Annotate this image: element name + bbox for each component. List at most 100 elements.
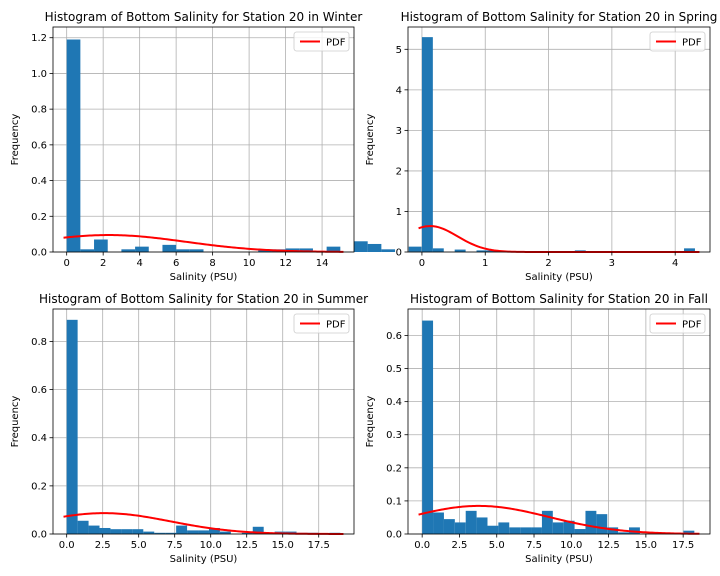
legend-label: PDF bbox=[682, 320, 702, 331]
y-tick-label: 0.0 bbox=[386, 530, 402, 541]
histogram-bar bbox=[121, 249, 136, 252]
histogram-bar bbox=[520, 527, 532, 534]
legend: PDF bbox=[293, 31, 350, 52]
histogram-bar bbox=[189, 249, 204, 252]
y-tick-label: 5 bbox=[396, 45, 402, 56]
histogram-bar bbox=[252, 526, 264, 534]
x-tick-label: 5.0 bbox=[489, 540, 505, 551]
x-tick-label: 7.5 bbox=[167, 540, 183, 551]
legend-box bbox=[293, 313, 350, 334]
histogram-bar bbox=[80, 249, 95, 252]
x-tick-label: 12.5 bbox=[597, 540, 619, 551]
histogram-bar bbox=[143, 531, 155, 534]
histogram-bar bbox=[121, 529, 133, 534]
histogram-bar bbox=[432, 248, 444, 252]
histogram-bar bbox=[408, 246, 423, 252]
histogram-bar bbox=[585, 510, 597, 534]
chart-title: Histogram of Bottom Salinity for Station… bbox=[410, 292, 708, 306]
histogram-bar bbox=[354, 241, 368, 252]
histogram-bar bbox=[241, 532, 253, 534]
y-tick-label: 0 bbox=[396, 248, 402, 259]
x-tick-label: 2.5 bbox=[95, 540, 111, 551]
y-tick-label: 0.8 bbox=[31, 337, 47, 348]
x-tick-label: 6 bbox=[173, 258, 179, 269]
histogram-bar bbox=[618, 532, 630, 534]
legend: PDF bbox=[649, 313, 706, 334]
y-tick-label: 0.2 bbox=[386, 463, 402, 474]
histogram-bar bbox=[422, 320, 434, 534]
histogram-bar bbox=[198, 530, 209, 534]
histogram-bar bbox=[326, 246, 341, 252]
x-tick-label: 17.5 bbox=[672, 540, 694, 551]
y-axis-label: Frequency bbox=[10, 396, 21, 448]
x-tick-label: 2 bbox=[100, 258, 106, 269]
chart-panel-2: 0.0 2.5 5.0 7.5 10.0 12.5 15.0 17.5 0.0 0.2 0.4 0.6… bbox=[10, 292, 368, 565]
y-tick-label: 0.1 bbox=[386, 496, 402, 507]
histogram-bar bbox=[88, 525, 100, 534]
histogram-bar bbox=[208, 527, 220, 534]
x-tick-label: 2.5 bbox=[451, 540, 467, 551]
histogram-bar bbox=[381, 249, 396, 252]
x-axis-label: Salinity (PSU) bbox=[170, 272, 238, 283]
histogram-bar bbox=[154, 532, 166, 534]
histogram-bar bbox=[110, 529, 122, 534]
x-tick-label: 12 bbox=[279, 258, 292, 269]
histogram-bar bbox=[541, 510, 553, 534]
plot-frame bbox=[407, 308, 711, 535]
chart-panel-3: 0.0 2.5 5.0 7.5 10.0 12.5 15.0 17.5 0.0 0.1 0.2 0.3… bbox=[365, 292, 711, 565]
y-tick-label: 4 bbox=[396, 85, 402, 96]
legend-label: PDF bbox=[326, 38, 346, 49]
x-tick-label: 2 bbox=[545, 258, 551, 269]
x-tick-label: 3 bbox=[609, 258, 615, 269]
histogram-bar bbox=[176, 525, 188, 534]
histogram-bar bbox=[596, 514, 608, 534]
x-tick-label: 0 bbox=[63, 258, 69, 269]
legend-label: PDF bbox=[682, 38, 702, 49]
pdf-curve bbox=[63, 234, 344, 253]
y-tick-label: 0.3 bbox=[386, 430, 402, 441]
x-tick-label: 12.5 bbox=[236, 540, 258, 551]
histogram-bar bbox=[299, 248, 313, 252]
chart-title: Histogram of Bottom Salinity for Station… bbox=[401, 10, 718, 24]
histogram-bar bbox=[77, 520, 89, 534]
x-tick-label: 0.0 bbox=[414, 540, 430, 551]
chart-title: Histogram of Bottom Salinity for Station… bbox=[45, 10, 363, 24]
x-tick-label: 10.0 bbox=[560, 540, 582, 551]
histogram-bar bbox=[135, 246, 149, 252]
plot-frame bbox=[52, 308, 355, 535]
x-tick-label: 15.0 bbox=[635, 540, 657, 551]
histogram-bar bbox=[176, 249, 190, 252]
histogram-bar bbox=[498, 522, 510, 534]
x-axis-label: Salinity (PSU) bbox=[525, 272, 593, 283]
x-tick-label: 7.5 bbox=[526, 540, 542, 551]
histogram-bar bbox=[607, 527, 619, 534]
histogram-bar bbox=[162, 244, 177, 252]
x-tick-label: 4 bbox=[672, 258, 678, 269]
y-tick-label: 0.4 bbox=[31, 176, 47, 187]
y-tick-label: 3 bbox=[396, 126, 402, 137]
plot-frame bbox=[52, 26, 355, 253]
x-tick-label: 0.0 bbox=[59, 540, 75, 551]
legend-box bbox=[293, 31, 350, 52]
histogram-bar bbox=[99, 527, 111, 534]
histogram-bar bbox=[552, 522, 564, 534]
histogram-bar bbox=[421, 37, 433, 253]
pdf-curve bbox=[418, 504, 700, 535]
histogram-bar bbox=[66, 39, 81, 252]
x-tick-label: 10.0 bbox=[200, 540, 222, 551]
x-tick-label: 0 bbox=[419, 258, 425, 269]
y-tick-label: 2 bbox=[396, 166, 402, 177]
y-axis-label: Frequency bbox=[365, 114, 376, 166]
legend-box bbox=[649, 313, 706, 334]
y-axis-label: Frequency bbox=[365, 396, 376, 448]
histogram-bar bbox=[433, 512, 444, 534]
x-axis-label: Salinity (PSU) bbox=[170, 554, 238, 565]
x-tick-label: 14 bbox=[316, 258, 329, 269]
histogram-bar bbox=[487, 250, 499, 252]
x-tick-label: 4 bbox=[136, 258, 142, 269]
y-tick-label: 0.2 bbox=[31, 212, 47, 223]
histogram-bar bbox=[684, 248, 695, 252]
histogram-bar bbox=[66, 319, 78, 534]
legend-box bbox=[649, 31, 706, 52]
